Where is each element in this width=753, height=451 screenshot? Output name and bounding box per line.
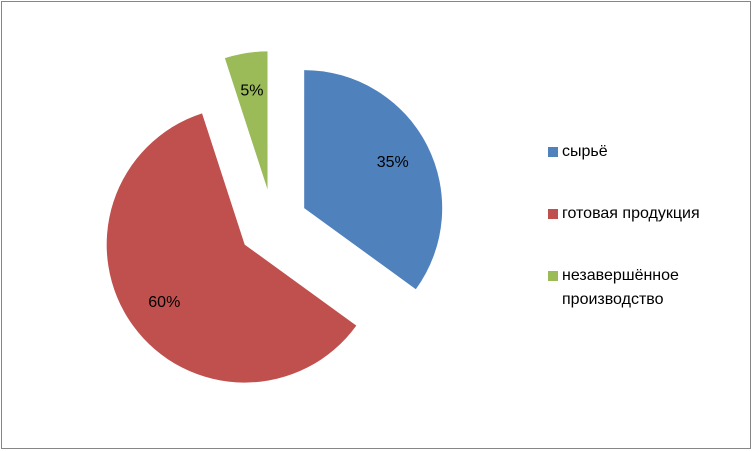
data-label: 35% bbox=[377, 154, 409, 171]
legend-label: сырьё bbox=[562, 143, 608, 160]
legend-label: незавершённое производство bbox=[562, 267, 679, 308]
legend-swatch bbox=[548, 147, 558, 157]
data-label: 60% bbox=[148, 294, 180, 311]
pie-slice bbox=[304, 70, 443, 290]
legend-swatch bbox=[548, 271, 558, 281]
legend-swatch bbox=[548, 209, 558, 219]
pie-slice bbox=[224, 51, 268, 190]
legend-label: готовая продукция bbox=[562, 205, 700, 222]
pie-slice bbox=[106, 113, 357, 383]
data-label: 5% bbox=[240, 83, 263, 100]
